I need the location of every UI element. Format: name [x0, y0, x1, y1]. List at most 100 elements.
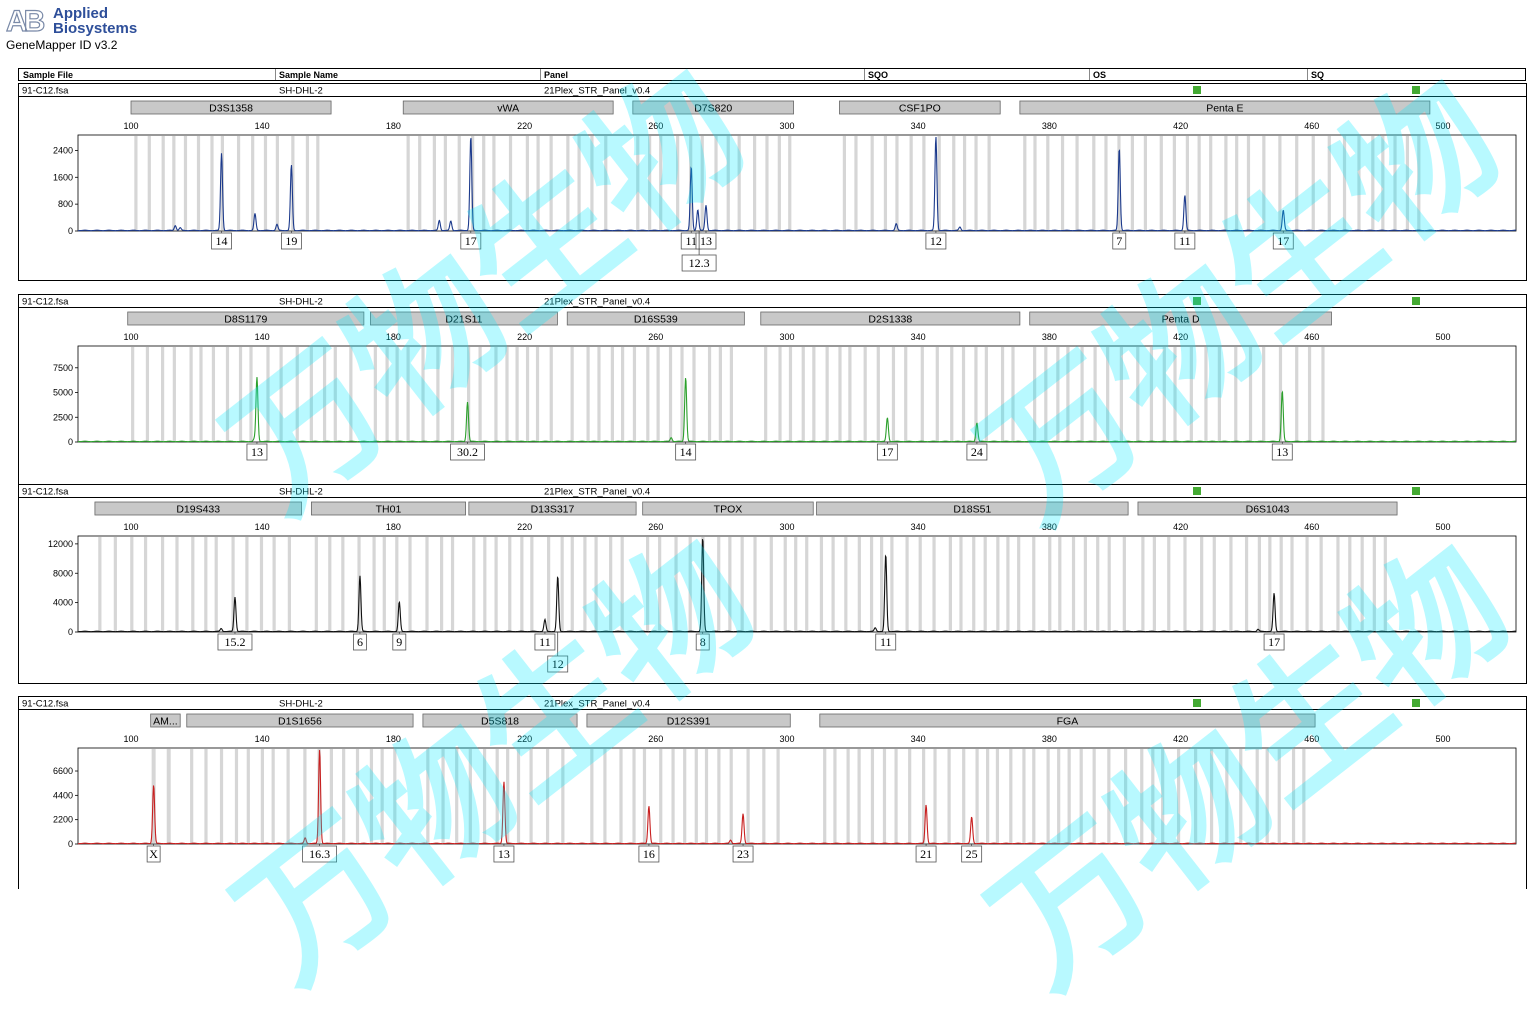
allele-box[interactable]	[353, 633, 367, 651]
locus-bar[interactable]	[310, 501, 466, 516]
col-sample-file[interactable]: Sample File	[23, 70, 74, 80]
bin-guide	[1239, 749, 1243, 843]
allele-label: 13	[251, 445, 263, 459]
allele-box[interactable]	[302, 845, 338, 863]
allele-box[interactable]	[1263, 633, 1285, 651]
allele-box[interactable]	[875, 633, 897, 651]
locus-bar[interactable]	[186, 713, 414, 728]
allele-box[interactable]	[961, 845, 983, 863]
allele-box[interactable]	[915, 845, 937, 863]
locus-bar[interactable]	[816, 501, 1129, 516]
bin-guide	[251, 136, 255, 230]
bin-guide	[883, 136, 888, 230]
allele-box[interactable]	[1271, 443, 1293, 461]
locus-bar[interactable]	[586, 713, 791, 728]
allele-box[interactable]	[675, 443, 697, 461]
locus-bar[interactable]	[1029, 311, 1332, 326]
locus-label: D1S1656	[278, 716, 322, 728]
bin-guide	[113, 537, 117, 631]
allele-box[interactable]	[638, 845, 660, 863]
locus-bar[interactable]	[839, 100, 1001, 115]
os-quality-flag	[1193, 86, 1201, 94]
locus-bar[interactable]	[130, 100, 332, 115]
allele-box[interactable]	[1174, 232, 1196, 250]
bin-guide	[1200, 537, 1204, 631]
bin-guide	[1291, 749, 1296, 843]
bin-guide	[395, 537, 399, 631]
bin-guide	[959, 537, 963, 631]
bin-guide	[737, 136, 741, 230]
locus-bar[interactable]	[127, 311, 365, 326]
bin-guide	[1217, 347, 1221, 441]
allele-box[interactable]	[211, 232, 232, 250]
allele-label: 14	[216, 234, 228, 248]
allele-box[interactable]	[146, 845, 161, 863]
locus-bar[interactable]	[402, 100, 614, 115]
allele-box[interactable]	[450, 443, 485, 461]
bin-guide	[833, 749, 837, 843]
bin-guide	[1009, 749, 1013, 843]
locus-bar[interactable]	[1137, 501, 1398, 516]
x-tick-label: 500	[1435, 734, 1450, 744]
bin-guide	[1262, 347, 1266, 441]
allele-box[interactable]	[1272, 232, 1294, 250]
bin-guide	[275, 136, 279, 230]
locus-bar[interactable]	[566, 311, 745, 326]
locus-bar[interactable]	[1019, 100, 1431, 115]
sample-row[interactable]	[18, 484, 1527, 498]
locus-bar[interactable]	[760, 311, 1021, 326]
sample-row[interactable]	[18, 83, 1527, 97]
locus-bar[interactable]	[632, 100, 794, 115]
allele-box[interactable]	[681, 254, 717, 272]
bin-guide	[520, 537, 524, 631]
allele-box[interactable]	[392, 633, 407, 651]
col-sample-name[interactable]: Sample Name	[279, 70, 339, 80]
allele-box[interactable]	[547, 655, 569, 673]
bin-guide	[393, 749, 397, 843]
allele-box[interactable]	[925, 232, 947, 250]
x-tick-label: 420	[1173, 332, 1188, 342]
locus-bar[interactable]	[422, 713, 578, 728]
allele-box[interactable]	[695, 232, 717, 250]
bin-guide	[1393, 136, 1397, 230]
locus-bar[interactable]	[94, 501, 302, 516]
locus-bar[interactable]	[370, 311, 558, 326]
bin-guide	[450, 537, 455, 631]
x-tick-label: 460	[1304, 522, 1319, 532]
bin-guide	[812, 347, 816, 441]
plot-frame	[18, 709, 1527, 889]
allele-box[interactable]	[966, 443, 988, 461]
bin-guide	[1229, 537, 1233, 631]
allele-box[interactable]	[695, 633, 710, 651]
allele-box[interactable]	[280, 232, 302, 250]
sample-name: SH-DHL-2	[279, 699, 323, 710]
allele-box[interactable]	[460, 232, 482, 250]
allele-box[interactable]	[246, 443, 268, 461]
bin-guide	[482, 749, 487, 843]
bin-guide	[620, 347, 625, 441]
allele-box[interactable]	[217, 633, 253, 651]
bin-guide	[525, 136, 529, 230]
col-sq[interactable]: SQ	[1311, 70, 1325, 80]
allele-box[interactable]	[876, 443, 898, 461]
bin-guide	[908, 749, 912, 843]
sample-row[interactable]	[18, 696, 1527, 710]
col-panel[interactable]: Panel	[544, 70, 569, 80]
bin-guide	[515, 347, 519, 441]
col-sqo[interactable]: SQO	[868, 70, 889, 80]
x-tick-label: 340	[911, 522, 926, 532]
bin-guide	[204, 537, 208, 631]
sample-row[interactable]	[18, 294, 1527, 308]
locus-bar[interactable]	[150, 713, 181, 728]
y-tick-label: 4000	[53, 598, 73, 608]
x-tick-label: 300	[779, 734, 794, 744]
col-os[interactable]: OS	[1093, 70, 1107, 80]
allele-box[interactable]	[732, 845, 754, 863]
locus-bar[interactable]	[819, 713, 1316, 728]
bin-guide	[974, 347, 978, 441]
allele-box[interactable]	[493, 845, 515, 863]
locus-bar[interactable]	[468, 501, 637, 516]
allele-box[interactable]	[534, 633, 556, 651]
locus-bar[interactable]	[642, 501, 814, 516]
allele-box[interactable]	[1112, 232, 1127, 250]
